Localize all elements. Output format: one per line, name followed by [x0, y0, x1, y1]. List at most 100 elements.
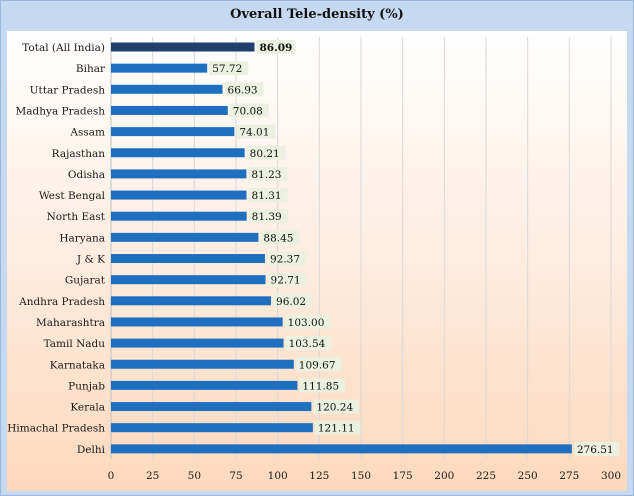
data-label-background	[573, 441, 620, 456]
category-labels: Total (All India) Bihar Uttar Pradesh Madhy…	[7, 42, 106, 456]
category-label: Odisha	[68, 169, 105, 181]
data-label: 109.67	[299, 359, 336, 371]
data-label-background	[313, 399, 359, 414]
data-label-background	[260, 230, 300, 245]
category-label: Karnataka	[50, 359, 105, 371]
bar	[111, 148, 245, 158]
bar	[111, 359, 294, 369]
data-labels: 86.09 57.72 66.93 70.08 74.01 80.21 81.23 81.31…	[209, 40, 620, 456]
category-label: Bihar	[76, 63, 106, 75]
category-label: Assam	[69, 127, 105, 139]
x-tick-label: 125	[309, 470, 329, 482]
x-tick-label: 25	[146, 470, 159, 482]
data-label-background	[248, 166, 288, 181]
data-label: 70.08	[233, 105, 263, 117]
category-label: Uttar Pradesh	[30, 84, 106, 96]
data-label-background	[248, 188, 288, 203]
data-label-background	[246, 145, 286, 160]
x-tick-label: 0	[108, 470, 115, 482]
data-label: 111.85	[302, 380, 339, 392]
category-label: Kerala	[70, 402, 105, 414]
data-label: 88.45	[263, 232, 293, 244]
category-label: Haryana	[59, 232, 105, 244]
data-label: 74.01	[239, 127, 269, 139]
data-label-background	[273, 293, 313, 308]
bar	[111, 254, 265, 263]
data-label-background	[285, 336, 332, 351]
data-label-background	[209, 61, 249, 76]
data-label-background	[236, 124, 276, 139]
x-tick-label: 75	[229, 470, 242, 482]
bar	[111, 211, 247, 221]
bar	[111, 296, 272, 306]
data-label: 120.24	[316, 402, 353, 414]
data-label: 276.51	[577, 444, 614, 456]
category-label: Gujarat	[65, 275, 106, 287]
data-label: 96.02	[276, 296, 306, 308]
data-label-background	[299, 378, 346, 393]
data-label: 103.54	[289, 338, 326, 350]
bar	[111, 84, 223, 94]
bar	[111, 402, 312, 412]
bars	[111, 42, 572, 454]
bar	[111, 317, 283, 327]
category-label: North East	[47, 211, 106, 223]
data-label-background	[284, 314, 331, 329]
x-tick-label: 200	[434, 470, 454, 482]
data-label: 66.93	[228, 84, 258, 96]
category-label: Punjab	[68, 380, 105, 392]
x-tick-label: 300	[601, 470, 621, 482]
x-tick-label: 50	[188, 470, 201, 482]
category-label: Madhya Pradesh	[16, 105, 106, 117]
x-tick-label: 275	[559, 470, 579, 482]
data-label-background	[314, 420, 361, 435]
category-label: Maharashtra	[36, 317, 105, 329]
category-label: West Bengal	[39, 190, 106, 202]
chart-title: Overall Tele-density (%)	[230, 7, 404, 22]
bar	[111, 423, 313, 433]
category-label: J & K	[76, 254, 105, 266]
data-label-background	[295, 357, 342, 372]
data-label: 92.71	[271, 275, 301, 287]
data-label-background	[256, 40, 296, 54]
category-label: Rajasthan	[52, 148, 106, 160]
bar	[111, 338, 284, 348]
bar	[111, 190, 247, 200]
plot-area-background	[7, 31, 627, 491]
category-label: Delhi	[77, 444, 106, 456]
data-label: 80.21	[250, 148, 280, 160]
bar	[111, 127, 235, 137]
category-label: Tamil Nadu	[44, 338, 106, 350]
bar	[111, 169, 247, 179]
bar	[111, 42, 255, 52]
data-label: 121.11	[318, 423, 355, 435]
bar	[111, 232, 259, 242]
data-label-background	[267, 272, 307, 287]
bar	[111, 380, 298, 390]
x-tick-label: 250	[518, 470, 538, 482]
x-tick-label: 150	[351, 470, 371, 482]
category-label: Total (All India)	[22, 42, 105, 54]
bar	[111, 275, 266, 285]
data-label-background	[266, 251, 306, 266]
x-tick-label: 225	[476, 470, 496, 482]
data-label-background	[229, 103, 269, 118]
category-label: Andhra Pradesh	[18, 296, 105, 308]
data-label: 92.37	[270, 254, 300, 266]
x-tick-label: 100	[268, 470, 288, 482]
data-label: 103.00	[288, 317, 325, 329]
data-label: 81.23	[251, 169, 281, 181]
data-label-background	[248, 209, 288, 224]
bar	[111, 105, 228, 115]
x-tick-label: 175	[393, 470, 413, 482]
data-label: 81.31	[252, 190, 282, 202]
data-label-background	[224, 82, 264, 97]
x-axis-ticks: 0 25 50 75 100 125 150 175 200 225 250 275 300	[108, 470, 621, 482]
data-label: 57.72	[212, 63, 242, 75]
data-label: 86.09	[259, 42, 292, 54]
bar	[111, 444, 572, 454]
data-label: 81.39	[252, 211, 282, 223]
category-label: Himachal Pradesh	[7, 423, 105, 435]
